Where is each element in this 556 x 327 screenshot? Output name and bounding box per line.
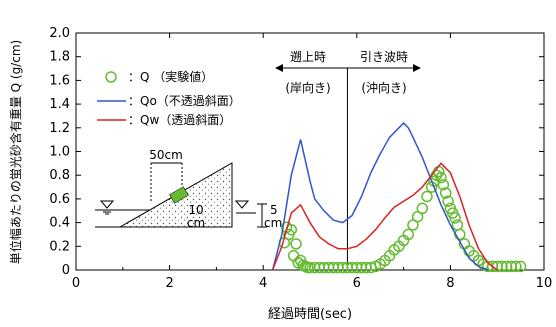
y-tick-label: 1.6	[49, 73, 70, 88]
data-point-experimental	[421, 190, 433, 203]
x-tick-label: 8	[446, 276, 454, 291]
legend-item-permeable: ：Qw（透過斜面）	[97, 113, 231, 127]
dim-cm-label: cm	[187, 216, 205, 230]
plot-frame	[75, 32, 545, 271]
dim-5-unit-label: cm	[264, 216, 282, 230]
data-point-experimental	[449, 212, 461, 224]
y-tick-label: 1.0	[49, 145, 70, 160]
data-point-experimental	[287, 250, 300, 262]
y-tick-label: 0	[62, 263, 70, 278]
data-point-experimental	[510, 260, 522, 273]
direction-left-title: 遡上時	[290, 50, 326, 64]
dim-50cm-label: 50cm	[149, 148, 183, 162]
x-tick-label: 0	[72, 276, 80, 291]
y-tick-label: 0.8	[49, 168, 70, 183]
data-point-experimental	[437, 178, 450, 191]
direction-right-subtitle: (沖向き)	[361, 80, 406, 95]
y-tick-label: 0.4	[49, 216, 70, 231]
axis-tick-labels: 0 2 4 6 8 10 0 0.2 0.4 0.6 0.8 1.0 1.2 1.4 1.6 1.8 2.0	[49, 26, 552, 291]
data-point-experimental	[402, 228, 415, 241]
dim-10-label: 10	[188, 203, 203, 217]
legend-label-impermeable: ：Qo（不透過斜面）	[128, 94, 241, 108]
slope-diagram: 50cm 10 cm 5 cm	[95, 148, 282, 230]
data-point-experimental	[514, 260, 527, 273]
direction-left-subtitle: (岸向き)	[285, 80, 330, 95]
data-point-experimental	[435, 171, 447, 184]
water-level-marker-icon	[234, 200, 250, 209]
y-tick-label: 1.8	[49, 50, 70, 65]
y-tick-label: 1.2	[49, 121, 70, 136]
data-point-experimental	[442, 195, 454, 208]
x-tick-label: 6	[353, 276, 361, 291]
series-line-impermeable	[271, 122, 489, 271]
x-tick-label: 10	[536, 276, 553, 291]
legend: ：Q （実験値） ：Qo（不透過斜面） ：Qw（透過斜面）	[97, 69, 241, 127]
axis-ticks	[75, 32, 545, 271]
data-point-experimental	[416, 202, 429, 215]
series-layer	[271, 122, 527, 274]
x-tick-label: 2	[165, 276, 173, 291]
data-point-experimental	[454, 228, 466, 241]
dim-5-label: 5	[270, 203, 278, 217]
legend-item-impermeable: ：Qo（不透過斜面）	[97, 94, 241, 108]
y-tick-label: 0.2	[49, 239, 70, 254]
legend-label-experimental: ：Q （実験値）	[128, 69, 213, 84]
water-level-marker-icon	[99, 200, 115, 209]
legend-label-permeable: ：Qw（透過斜面）	[128, 113, 231, 127]
y-axis-label: 単位幅あたりの蛍光砂含有重量 Q (g/cm)	[8, 40, 23, 264]
y-tick-label: 0.6	[49, 192, 70, 207]
legend-marker-experimental	[105, 71, 117, 83]
y-tick-label: 2.0	[49, 26, 70, 41]
sand-patch	[169, 186, 189, 204]
y-tick-label: 1.4	[49, 97, 70, 112]
legend-item-experimental: ：Q （実験値）	[105, 69, 213, 84]
direction-annotation: 遡上時 (岸向き) 引き波時 (沖向き)	[275, 50, 421, 268]
x-tick-label: 4	[259, 276, 267, 291]
data-point-experimental	[439, 187, 452, 199]
data-point-experimental	[290, 238, 302, 250]
x-axis-label: 経過時間(sec)	[268, 307, 352, 322]
direction-right-title: 引き波時	[360, 50, 408, 64]
series-line-permeable	[271, 162, 498, 271]
